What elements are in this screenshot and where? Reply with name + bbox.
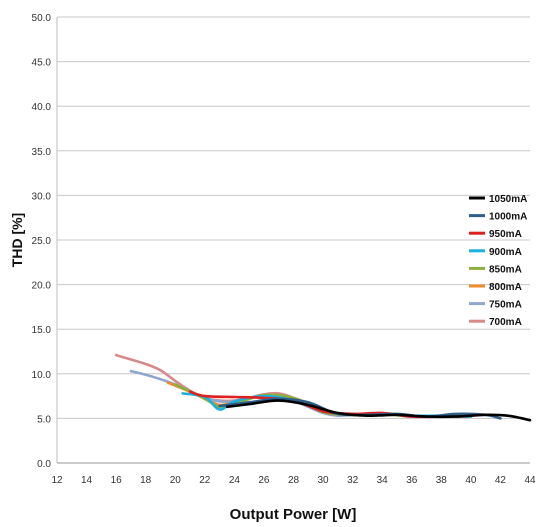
x-tick-label: 24: [229, 475, 241, 486]
legend-label: 750mA: [489, 300, 522, 311]
x-tick-label: 14: [81, 475, 93, 486]
y-tick-label: 30.0: [32, 191, 52, 202]
legend: 1050mA 1000mA 950mA 900mA 850mA 800mA 750mA 700…: [469, 194, 527, 328]
y-axis-title: THD [%]: [9, 213, 25, 267]
x-tick-label: 36: [406, 475, 418, 486]
legend-label: 1050mA: [489, 194, 527, 205]
legend-item: 1000mA: [469, 212, 527, 223]
y-tick-label: 45.0: [32, 58, 52, 69]
x-axis-title: Output Power [W]: [230, 506, 357, 523]
x-tick-label: 20: [170, 475, 182, 486]
x-tick-label: 38: [436, 475, 448, 486]
horizontal-gridlines: [57, 16, 530, 419]
y-tick-label: 10.0: [32, 370, 52, 381]
x-tick-label: 28: [288, 475, 300, 486]
legend-item: 800mA: [469, 282, 522, 293]
x-tick-label: 12: [51, 475, 63, 486]
y-tick-label: 5.0: [37, 414, 51, 425]
legend-label: 1000mA: [489, 212, 527, 223]
x-tick-label: 16: [111, 475, 123, 486]
x-tick-label: 22: [199, 475, 211, 486]
x-axis-tick-labels: 12 14 16 18 20 22 24 26 28 30 32 34 36 38 40 42 44: [51, 475, 536, 486]
legend-label: 900mA: [489, 247, 522, 258]
y-tick-label: 50.0: [32, 13, 52, 24]
x-tick-label: 34: [377, 475, 389, 486]
series-line-750mA: [129, 369, 384, 418]
series-lines: [114, 353, 532, 422]
y-tick-label: 20.0: [32, 281, 52, 292]
legend-label: 850mA: [489, 264, 522, 275]
legend-label: 800mA: [489, 282, 522, 293]
legend-item: 900mA: [469, 247, 522, 258]
y-tick-label: 15.0: [32, 325, 52, 336]
legend-item: 850mA: [469, 264, 522, 275]
legend-item: 700mA: [469, 317, 522, 328]
y-axis-tick-labels: 0.0 5.0 10.0 15.0 20.0 25.0 30.0 35.0 40.0 45.0 50…: [32, 13, 52, 470]
x-tick-label: 26: [258, 475, 270, 486]
x-tick-label: 42: [495, 475, 507, 486]
y-tick-label: 0.0: [37, 459, 51, 470]
x-tick-label: 44: [524, 475, 536, 486]
x-tick-label: 32: [347, 475, 359, 486]
legend-item: 1050mA: [469, 194, 527, 205]
x-tick-label: 18: [140, 475, 152, 486]
legend-item: 750mA: [469, 300, 522, 311]
y-tick-label: 40.0: [32, 102, 52, 113]
y-tick-label: 25.0: [32, 236, 52, 247]
y-tick-label: 35.0: [32, 147, 52, 158]
legend-label: 700mA: [489, 317, 522, 328]
legend-label: 950mA: [489, 229, 522, 240]
x-tick-label: 40: [465, 475, 477, 486]
x-tick-label: 30: [318, 475, 330, 486]
legend-item: 950mA: [469, 229, 522, 240]
axes-lines: [56, 17, 530, 464]
series-line-1050mA: [225, 399, 532, 422]
